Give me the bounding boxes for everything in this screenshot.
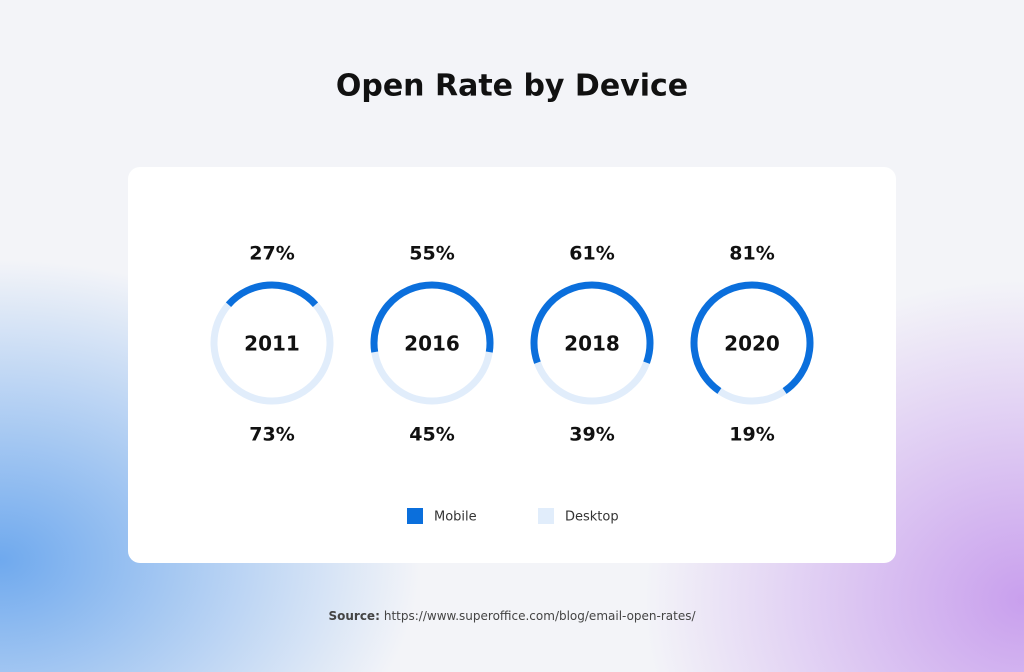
card	[128, 167, 896, 563]
desktop-label: 73%	[249, 424, 294, 446]
source-url: https://www.superoffice.com/blog/email-o…	[384, 609, 697, 623]
desktop-arc	[534, 361, 650, 405]
mobile-label: 81%	[729, 243, 774, 265]
mobile-arc	[530, 281, 654, 364]
legend-swatch	[407, 508, 423, 524]
chart-title: Open Rate by Device	[336, 69, 688, 104]
desktop-arc	[210, 302, 334, 405]
mobile-label: 27%	[249, 243, 294, 265]
year-label: 2020	[724, 332, 780, 356]
mobile-arc	[690, 281, 814, 394]
desktop-arc	[371, 351, 493, 405]
mobile-label: 55%	[409, 243, 454, 265]
desktop-label: 39%	[569, 424, 614, 446]
source-label: Source:	[328, 609, 379, 623]
desktop-label: 45%	[409, 424, 454, 446]
mobile-arc	[370, 281, 494, 353]
source: Source: https://www.superoffice.com/blog/…	[328, 609, 696, 623]
year-label: 2011	[244, 332, 300, 356]
legend-label: Mobile	[434, 510, 477, 525]
desktop-label: 19%	[729, 424, 774, 446]
mobile-label: 61%	[569, 243, 614, 265]
mobile-arc	[225, 281, 319, 308]
legend-swatch	[538, 508, 554, 524]
year-label: 2018	[564, 332, 620, 356]
desktop-arc	[717, 388, 787, 405]
year-label: 2016	[404, 332, 460, 356]
legend-label: Desktop	[565, 510, 619, 525]
